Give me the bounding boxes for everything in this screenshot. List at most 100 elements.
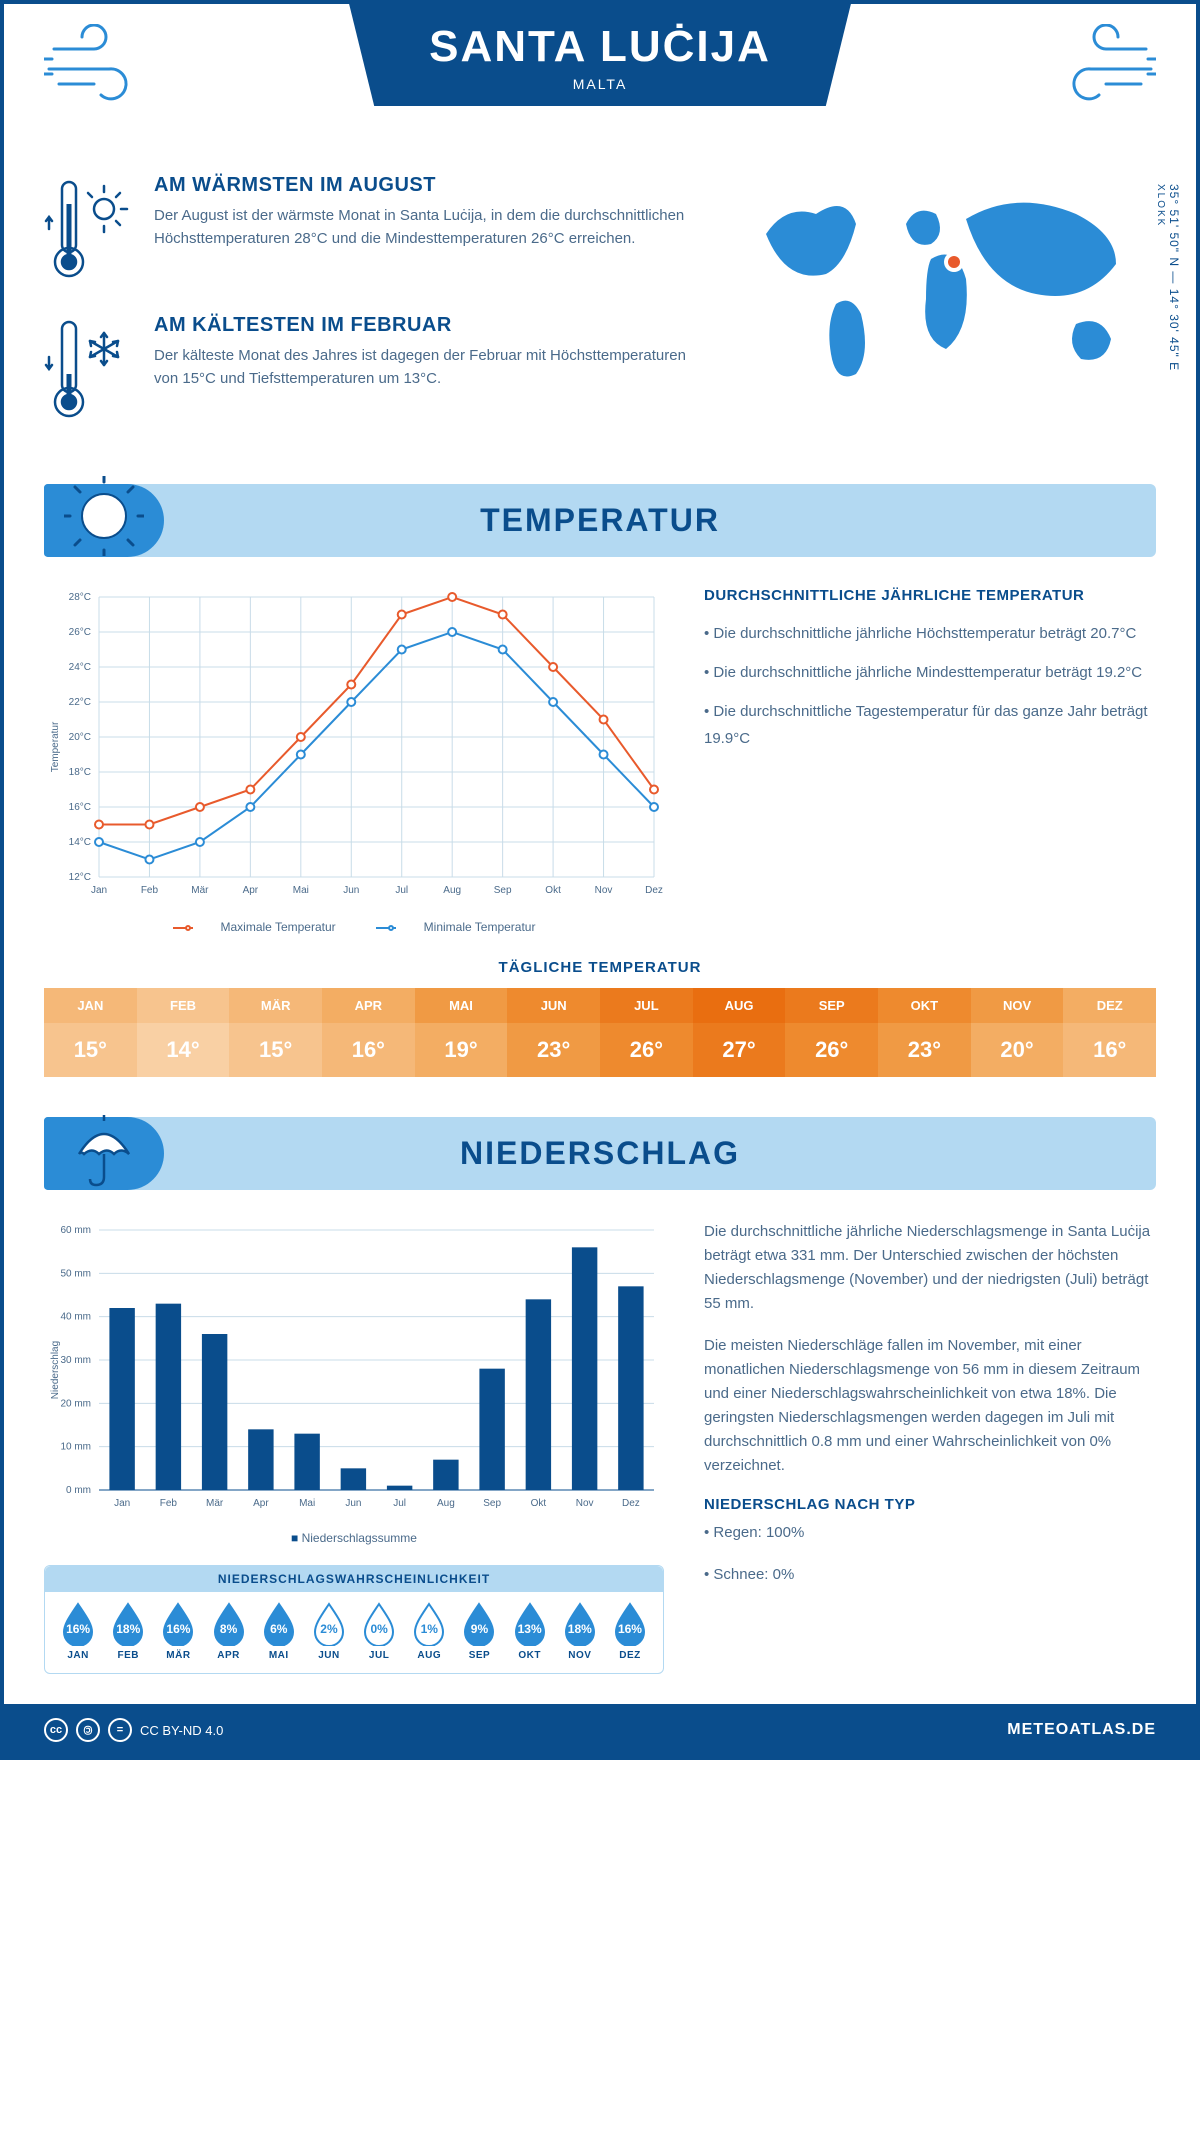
world-map-icon [736,174,1156,394]
svg-text:0 mm: 0 mm [66,1485,91,1496]
temperature-chart: 12°C14°C16°C18°C20°C22°C24°C26°C28°CJanF… [44,587,664,934]
svg-text:Mär: Mär [206,1498,224,1509]
prob-drop: 2% JUN [304,1602,354,1661]
prob-title: NIEDERSCHLAGSWAHRSCHEINLICHKEIT [45,1566,663,1592]
svg-text:Jul: Jul [395,885,408,896]
thermometer-cold-icon [44,314,134,429]
cc-icon: cc [44,1718,68,1742]
daily-col: JUN 23° [507,988,600,1077]
svg-text:Nov: Nov [595,885,613,896]
daily-col: DEZ 16° [1063,988,1156,1077]
license-block: cc 🄯 = CC BY-ND 4.0 [44,1718,223,1742]
info-row: AM WÄRMSTEN IM AUGUST Der August ist der… [44,174,1156,454]
wind-icon [44,24,154,109]
drop-icon: 9% [461,1602,497,1646]
daily-col: JUL 26° [600,988,693,1077]
temperature-title: TEMPERATUR [64,502,1136,539]
precip-chart-legend: Niederschlagssumme [44,1531,664,1545]
warmest-block: AM WÄRMSTEN IM AUGUST Der August ist der… [44,174,706,289]
drop-icon: 18% [562,1602,598,1646]
daily-temp-title: TÄGLICHE TEMPERATUR [44,959,1156,976]
sun-icon [64,476,144,561]
warmest-text: Der August ist der wärmste Monat in Sant… [154,205,706,250]
svg-text:Okt: Okt [545,885,561,896]
drop-icon: 16% [612,1602,648,1646]
drop-icon: 6% [261,1602,297,1646]
city-title: SANTA LUĊIJA [429,22,771,72]
svg-text:16°C: 16°C [69,802,91,813]
svg-text:Mai: Mai [299,1498,315,1509]
drop-icon: 1% [411,1602,447,1646]
svg-text:Apr: Apr [253,1498,269,1509]
daily-col: NOV 20° [971,988,1064,1077]
coldest-title: AM KÄLTESTEN IM FEBRUAR [154,314,706,337]
precip-type-rain: • Regen: 100% [704,1521,1156,1545]
svg-text:Jun: Jun [343,885,359,896]
drop-icon: 0% [361,1602,397,1646]
warmest-title: AM WÄRMSTEN IM AUGUST [154,174,706,197]
svg-text:Aug: Aug [437,1498,455,1509]
svg-text:40 mm: 40 mm [60,1312,91,1323]
prob-drop: 16% DEZ [605,1602,655,1661]
svg-text:Aug: Aug [443,885,461,896]
svg-text:Dez: Dez [645,885,663,896]
svg-text:Okt: Okt [531,1498,547,1509]
svg-text:Jun: Jun [345,1498,361,1509]
precip-para: Die meisten Niederschläge fallen im Nove… [704,1334,1156,1478]
thermometer-hot-icon [44,174,134,289]
svg-text:Feb: Feb [160,1498,178,1509]
country-subtitle: MALTA [429,76,771,92]
svg-text:Jan: Jan [91,885,107,896]
drop-icon: 16% [60,1602,96,1646]
drop-icon: 8% [211,1602,247,1646]
by-icon: 🄯 [76,1718,100,1742]
precip-probability-box: NIEDERSCHLAGSWAHRSCHEINLICHKEIT 16% JAN … [44,1565,664,1674]
precip-type-snow: • Schnee: 0% [704,1563,1156,1587]
svg-text:22°C: 22°C [69,697,91,708]
coordinates: 35° 51' 50" N — 14° 30' 45" EXLOKK [1153,184,1181,371]
world-map-block: 35° 51' 50" N — 14° 30' 45" EXLOKK [736,174,1156,454]
daily-col: OKT 23° [878,988,971,1077]
svg-text:24°C: 24°C [69,662,91,673]
precipitation-banner: NIEDERSCHLAG [44,1117,1156,1190]
daily-col: AUG 27° [693,988,786,1077]
prob-drop: 18% NOV [555,1602,605,1661]
daily-col: JAN 15° [44,988,137,1077]
prob-drop: 8% APR [204,1602,254,1661]
precipitation-summary: Die durchschnittliche jährliche Niedersc… [704,1220,1156,1674]
nd-icon: = [108,1718,132,1742]
drop-icon: 13% [512,1602,548,1646]
header: SANTA LUĊIJA MALTA [44,4,1156,144]
svg-text:Jul: Jul [393,1498,406,1509]
svg-text:18°C: 18°C [69,767,91,778]
svg-text:60 mm: 60 mm [60,1225,91,1236]
wind-icon [1046,24,1156,109]
svg-text:Jan: Jan [114,1498,130,1509]
coldest-block: AM KÄLTESTEN IM FEBRUAR Der kälteste Mon… [44,314,706,429]
prob-drop: 16% JAN [53,1602,103,1661]
prob-drop: 13% OKT [505,1602,555,1661]
svg-text:Mär: Mär [191,885,209,896]
svg-text:30 mm: 30 mm [60,1355,91,1366]
prob-drop: 18% FEB [103,1602,153,1661]
daily-col: FEB 14° [137,988,230,1077]
prob-drop: 9% SEP [454,1602,504,1661]
svg-text:Niederschlag: Niederschlag [50,1341,61,1399]
svg-text:Mai: Mai [293,885,309,896]
svg-text:Sep: Sep [494,885,512,896]
precip-para: Die durchschnittliche jährliche Niedersc… [704,1220,1156,1316]
svg-text:20°C: 20°C [69,732,91,743]
coldest-text: Der kälteste Monat des Jahres ist dagege… [154,345,706,390]
drop-icon: 18% [110,1602,146,1646]
temp-bullet: • Die durchschnittliche Tagestemperatur … [704,698,1156,752]
svg-text:Temperatur: Temperatur [50,721,61,772]
umbrella-icon [64,1109,144,1194]
title-banner: SANTA LUĊIJA MALTA [349,4,851,106]
prob-drop: 1% AUG [404,1602,454,1661]
daily-col: MAI 19° [415,988,508,1077]
svg-text:Sep: Sep [483,1498,501,1509]
svg-text:50 mm: 50 mm [60,1268,91,1279]
daily-col: SEP 26° [785,988,878,1077]
site-name: METEOATLAS.DE [1007,1721,1156,1739]
temperature-summary: DURCHSCHNITTLICHE JÄHRLICHE TEMPERATUR •… [704,587,1156,934]
